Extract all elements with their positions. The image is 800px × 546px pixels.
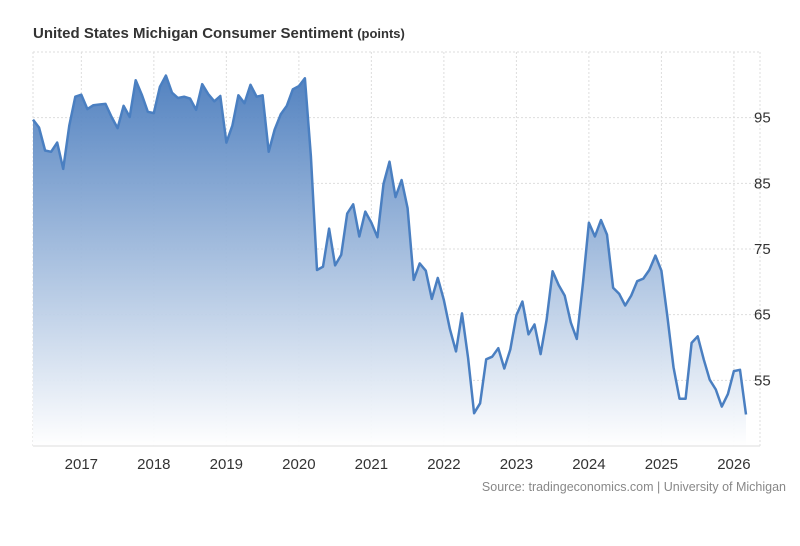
title-unit: (points) [357, 26, 405, 41]
x-tick-label: 2018 [137, 456, 170, 473]
source-note: Source: tradingeconomics.com | Universit… [481, 480, 786, 494]
y-tick-label: 95 [754, 110, 771, 127]
x-tick-label: 2019 [210, 456, 243, 473]
y-tick-label: 85 [754, 175, 771, 192]
area-fill [33, 75, 746, 446]
x-tick-label: 2021 [355, 456, 388, 473]
y-tick-label: 65 [754, 307, 771, 324]
x-tick-label: 2017 [65, 456, 98, 473]
y-tick-label: 55 [754, 372, 771, 389]
x-tick-label: 2023 [500, 456, 533, 473]
chart-title: United States Michigan Consumer Sentimen… [33, 25, 405, 42]
title-text: United States Michigan Consumer Sentimen… [33, 25, 354, 42]
x-tick-label: 2025 [645, 456, 678, 473]
x-tick-label: 2024 [572, 456, 605, 473]
x-tick-label: 2020 [282, 456, 315, 473]
x-tick-label: 2022 [427, 456, 460, 473]
series-line [32, 74, 748, 415]
x-tick-label: 2026 [717, 456, 750, 473]
y-tick-label: 75 [754, 241, 771, 258]
